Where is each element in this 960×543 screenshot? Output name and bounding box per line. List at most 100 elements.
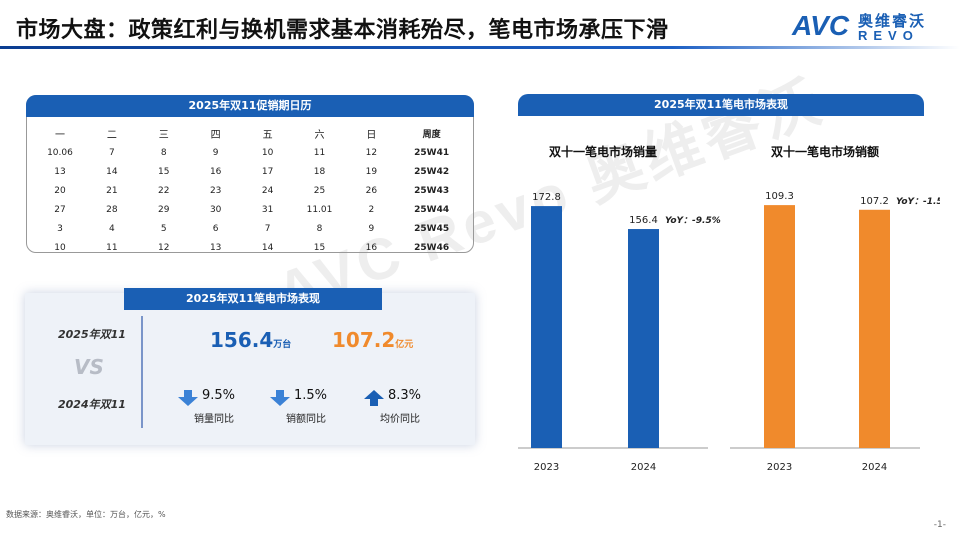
calendar-day: 8 <box>316 223 323 234</box>
data-label: 156.4 <box>629 215 658 226</box>
summary-divider <box>141 316 143 428</box>
calendar-day: 8 <box>160 147 167 158</box>
calendar-day: 9 <box>368 223 375 234</box>
calendar-weekday-header: 一 <box>54 130 65 141</box>
data-label: 107.2 <box>860 196 889 207</box>
calendar-day: 12 <box>158 242 170 253</box>
calendar-day: 9 <box>212 147 219 158</box>
calendar-weekday-header: 日 <box>366 130 377 141</box>
bar-2024 <box>628 229 659 448</box>
yoy-annotation: YoY：-9.5% <box>665 216 721 226</box>
calendar-day: 13 <box>54 166 66 177</box>
calendar-day: 20 <box>54 185 66 196</box>
calendar-day: 22 <box>158 185 170 196</box>
calendar-day: 14 <box>106 166 118 177</box>
calendar-day: 16 <box>209 166 222 177</box>
label-vs: VS <box>74 355 104 379</box>
calendar-day: 7 <box>108 147 115 158</box>
page-title: 市场大盘：政策红利与换机需求基本消耗殆尽，笔电市场承压下滑 <box>16 18 669 43</box>
calendar-weekday-header: 六 <box>314 130 325 141</box>
calendar-week-code: 25W44 <box>414 204 450 215</box>
avc-revo-logo: AVC 奥维睿沃 REVO <box>792 8 942 46</box>
calendar-week-code: 25W45 <box>414 223 450 234</box>
revenue-value: 107.2亿元 <box>332 328 413 352</box>
metric-label: 销量同比 <box>194 414 234 425</box>
metric-value: 1.5% <box>294 388 328 403</box>
calendar-row: 3 4 5 6 7 8 9 25W45 <box>34 219 466 238</box>
calendar-day: 31 <box>261 204 274 215</box>
calendar-day: 14 <box>261 242 274 253</box>
chart-title: 双十一笔电市场销量 <box>549 144 657 159</box>
sales-value: 156.4万台 <box>210 328 291 352</box>
calendar-day: 10.06 <box>47 147 73 158</box>
calendar-day: 7 <box>264 223 271 234</box>
calendar-row: 27 28 29 30 31 11.01 2 25W44 <box>34 200 466 219</box>
x-tick-label: 2023 <box>534 462 559 473</box>
data-label: 172.8 <box>532 192 561 203</box>
calendar-day: 30 <box>209 204 222 215</box>
calendar-day: 3 <box>57 223 63 234</box>
calendar-week-code: 25W43 <box>414 185 450 196</box>
calendar-day: 18 <box>313 166 326 177</box>
metric-value: 8.3% <box>388 388 422 403</box>
calendar-row: 10.06 7 8 9 10 11 12 25W41 <box>34 143 466 162</box>
calendar-week-code: 25W42 <box>414 166 450 177</box>
calendar-day: 13 <box>209 242 222 253</box>
calendar-day: 12 <box>365 147 378 158</box>
x-tick-label: 2024 <box>631 462 656 473</box>
logo-cn-text: 奥维睿沃 <box>858 12 927 30</box>
bar-2023 <box>531 206 562 448</box>
bar-charts: 双十一笔电市场销量 172.8 2023 156.4 2024 YoY：-9.5% 双十一笔… <box>518 144 940 473</box>
calendar-row: 10 11 12 13 14 15 16 25W46 <box>34 238 466 257</box>
chart-title: 双十一笔电市场销额 <box>771 144 879 159</box>
bar-2023 <box>764 205 795 448</box>
calendar-day: 15 <box>313 242 326 253</box>
calendar-day: 6 <box>212 223 219 234</box>
calendar-day: 2 <box>368 204 375 215</box>
up-arrow-icon <box>364 390 384 406</box>
down-arrow-icon <box>270 390 290 406</box>
calendar-weekday-header: 三 <box>158 130 169 141</box>
calendar-day: 15 <box>158 166 170 177</box>
down-arrow-icon <box>178 390 198 406</box>
calendar-day: 11 <box>106 242 118 253</box>
calendar-day: 4 <box>108 223 115 234</box>
calendar-weekday-header: 周度 <box>422 130 441 140</box>
logo-revo-text: REVO <box>858 28 919 43</box>
calendar-row: 13 14 15 16 17 18 19 25W42 <box>34 162 466 181</box>
label-2025: 2025年双11 <box>58 328 126 341</box>
calendar-day: 23 <box>209 185 222 196</box>
calendar-day: 26 <box>365 185 378 196</box>
calendar-weekday-header: 二 <box>106 130 117 141</box>
calendar-title: 2025年双11促销期日历 <box>26 95 474 117</box>
calendar-day: 29 <box>158 204 170 215</box>
summary-title: 2025年双11笔电市场表现 <box>124 288 382 310</box>
summary-panel <box>25 293 475 445</box>
calendar-day: 10 <box>261 147 274 158</box>
data-source: 数据来源：奥维睿沃，单位：万台，亿元，% <box>6 510 166 519</box>
calendar-week-code: 25W46 <box>414 242 450 253</box>
x-tick-label: 2023 <box>767 462 792 473</box>
x-tick-label: 2024 <box>862 462 887 473</box>
calendar-header-row: 一 二 三 四 五 六 日 周度 <box>34 124 466 143</box>
metric-value: 9.5% <box>202 388 236 403</box>
yoy-annotation: YoY：-1.5% <box>896 197 940 207</box>
chart-panel-title: 2025年双11笔电市场表现 <box>518 94 924 116</box>
calendar-grid: 一 二 三 四 五 六 日 周度 10.06 7 8 9 10 11 12 25W41 13 14 15 16 17 18… <box>34 124 466 257</box>
calendar-day: 10 <box>54 242 66 253</box>
calendar-day: 24 <box>261 185 274 196</box>
revenue-unit: 亿元 <box>395 340 414 350</box>
sales-number: 156.4 <box>210 328 274 352</box>
calendar-day: 21 <box>106 185 118 196</box>
metric-label: 销额同比 <box>286 414 326 425</box>
label-2024: 2024年双11 <box>58 398 126 411</box>
calendar-day: 25 <box>313 185 326 196</box>
metric-label: 均价同比 <box>380 414 420 425</box>
calendar-weekday-header: 五 <box>262 130 273 141</box>
calendar-weekday-header: 四 <box>210 130 221 141</box>
calendar-day: 19 <box>365 166 378 177</box>
revenue-number: 107.2 <box>332 328 396 352</box>
calendar-day: 16 <box>365 242 378 253</box>
title-divider <box>0 46 960 49</box>
calendar-day: 27 <box>54 204 66 215</box>
